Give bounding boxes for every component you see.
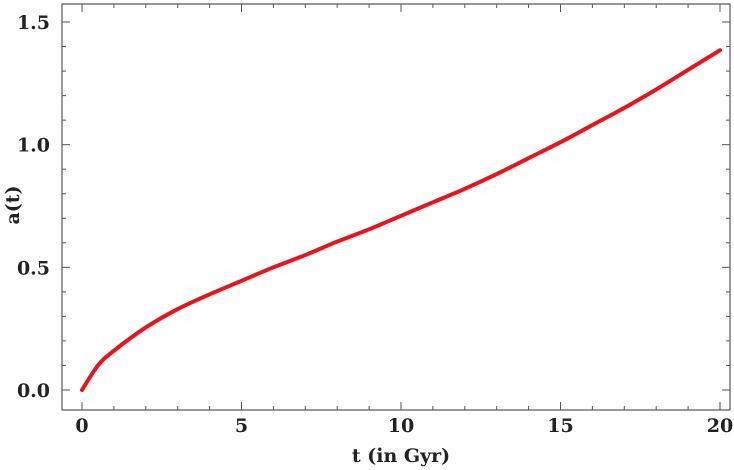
x-tick-label: 5 (235, 415, 248, 437)
y-tick-label: 1.5 (17, 12, 50, 34)
x-tick-label: 10 (388, 415, 414, 437)
series-line (80, 48, 722, 392)
x-tick-label: 15 (547, 415, 573, 437)
tick-labels: 0 5 10 15 20 0.0 0.5 1.0 1.5 (17, 12, 733, 437)
y-tick-label: 0.0 (17, 380, 50, 402)
x-tick-label: 20 (707, 415, 733, 437)
y-tick-label: 1.0 (17, 135, 50, 157)
x-tick-label: 0 (75, 415, 88, 437)
ticks (62, 4, 730, 410)
y-axis-label: a(t) (2, 185, 24, 224)
y-tick-label: 0.5 (17, 257, 50, 279)
plot-frame (61, 3, 731, 411)
x-axis-label: t (in Gyr) (352, 445, 450, 467)
